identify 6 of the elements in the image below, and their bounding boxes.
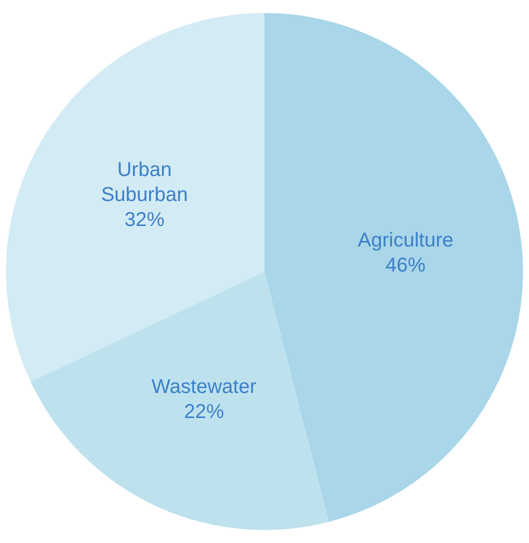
slice-label: Wastewater xyxy=(152,376,257,398)
data-label: 32% xyxy=(124,208,165,231)
slice-label: Urban Suburban xyxy=(101,158,188,206)
data-label: 22% xyxy=(184,401,224,424)
data-label: 46% xyxy=(386,254,426,277)
slice-label: Agriculture xyxy=(358,230,454,252)
